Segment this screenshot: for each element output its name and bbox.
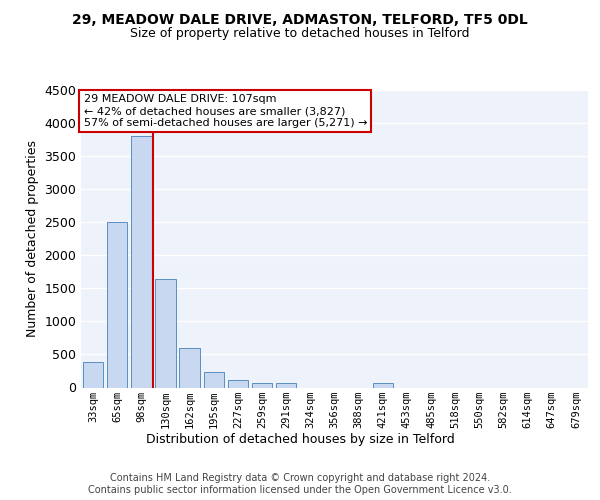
Text: Distribution of detached houses by size in Telford: Distribution of detached houses by size … [146,432,454,446]
Bar [227,380,248,388]
Bar [155,279,176,388]
Bar [83,362,103,388]
Bar [179,348,200,388]
Bar [373,383,393,388]
Bar [131,136,152,388]
Bar [203,372,224,388]
Text: 29, MEADOW DALE DRIVE, ADMASTON, TELFORD, TF5 0DL: 29, MEADOW DALE DRIVE, ADMASTON, TELFORD… [72,12,528,26]
Bar [252,383,272,388]
Bar [107,222,127,388]
Bar [276,383,296,388]
Y-axis label: Number of detached properties: Number of detached properties [26,140,39,337]
Text: Contains HM Land Registry data © Crown copyright and database right 2024.
Contai: Contains HM Land Registry data © Crown c… [88,474,512,495]
Text: Size of property relative to detached houses in Telford: Size of property relative to detached ho… [130,28,470,40]
Text: 29 MEADOW DALE DRIVE: 107sqm
← 42% of detached houses are smaller (3,827)
57% of: 29 MEADOW DALE DRIVE: 107sqm ← 42% of de… [83,94,367,128]
